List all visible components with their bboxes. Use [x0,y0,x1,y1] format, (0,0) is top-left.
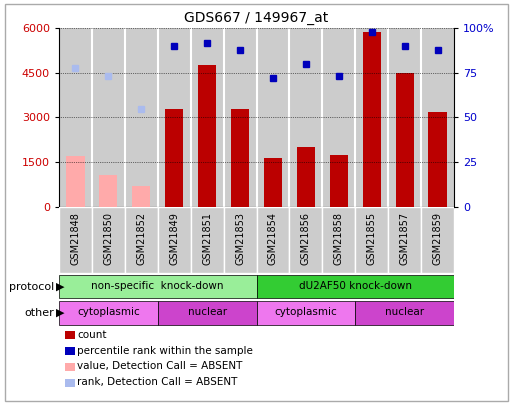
Bar [224,207,256,273]
Bar [355,28,388,207]
Bar [59,28,92,207]
Text: GSM21851: GSM21851 [202,212,212,265]
Bar [157,28,191,207]
Text: cytoplasmic: cytoplasmic [274,307,337,318]
Bar [191,207,224,273]
Text: ▶: ▶ [56,308,65,318]
Bar [330,155,348,207]
Text: GSM21856: GSM21856 [301,212,311,265]
Bar [59,275,256,298]
Bar [289,28,322,207]
Text: other: other [24,308,54,318]
Bar [191,28,224,207]
Bar [165,109,183,207]
Bar [355,301,454,325]
Text: GSM21850: GSM21850 [104,212,113,265]
Bar [198,64,216,207]
Text: GSM21859: GSM21859 [432,212,443,265]
Text: GSM21854: GSM21854 [268,212,278,265]
Bar [388,28,421,207]
Bar [125,207,158,273]
Text: GSM21858: GSM21858 [334,212,344,265]
Text: GSM21855: GSM21855 [367,212,377,265]
Bar [256,207,289,273]
Bar [158,301,256,325]
Text: GSM21852: GSM21852 [136,212,146,265]
Text: dU2AF50 knock-down: dU2AF50 knock-down [299,281,412,291]
Text: GSM21857: GSM21857 [400,212,409,265]
Bar [355,207,388,273]
Bar [59,301,158,325]
Bar [256,275,454,298]
Text: rank, Detection Call = ABSENT: rank, Detection Call = ABSENT [77,377,238,387]
Text: count: count [77,330,107,340]
Bar [428,112,447,207]
Bar [59,207,92,273]
Text: ▶: ▶ [56,281,65,292]
Text: cytoplasmic: cytoplasmic [77,307,140,318]
Bar [92,207,125,273]
Bar [66,156,85,207]
Bar [231,109,249,207]
Bar [396,73,413,207]
Text: GSM21849: GSM21849 [169,212,179,265]
Text: value, Detection Call = ABSENT: value, Detection Call = ABSENT [77,361,242,371]
Text: nuclear: nuclear [188,307,227,318]
Bar [100,175,117,207]
Bar [421,28,454,207]
Bar [132,186,150,207]
Bar [289,207,322,273]
Bar [388,207,421,273]
Bar [264,158,282,207]
Text: percentile rank within the sample: percentile rank within the sample [77,345,253,356]
Bar [297,147,315,207]
Bar [256,301,355,325]
Title: GDS667 / 149967_at: GDS667 / 149967_at [184,11,329,25]
Text: nuclear: nuclear [385,307,424,318]
Bar [158,207,191,273]
Text: GSM21853: GSM21853 [235,212,245,265]
Text: protocol: protocol [9,281,54,292]
Bar [256,28,289,207]
Bar [125,28,157,207]
Bar [322,207,355,273]
Text: GSM21848: GSM21848 [70,212,81,265]
Text: non-specific  knock-down: non-specific knock-down [91,281,224,291]
Bar [421,207,454,273]
Bar [322,28,355,207]
Bar [363,32,381,207]
Bar [224,28,256,207]
Bar [92,28,125,207]
